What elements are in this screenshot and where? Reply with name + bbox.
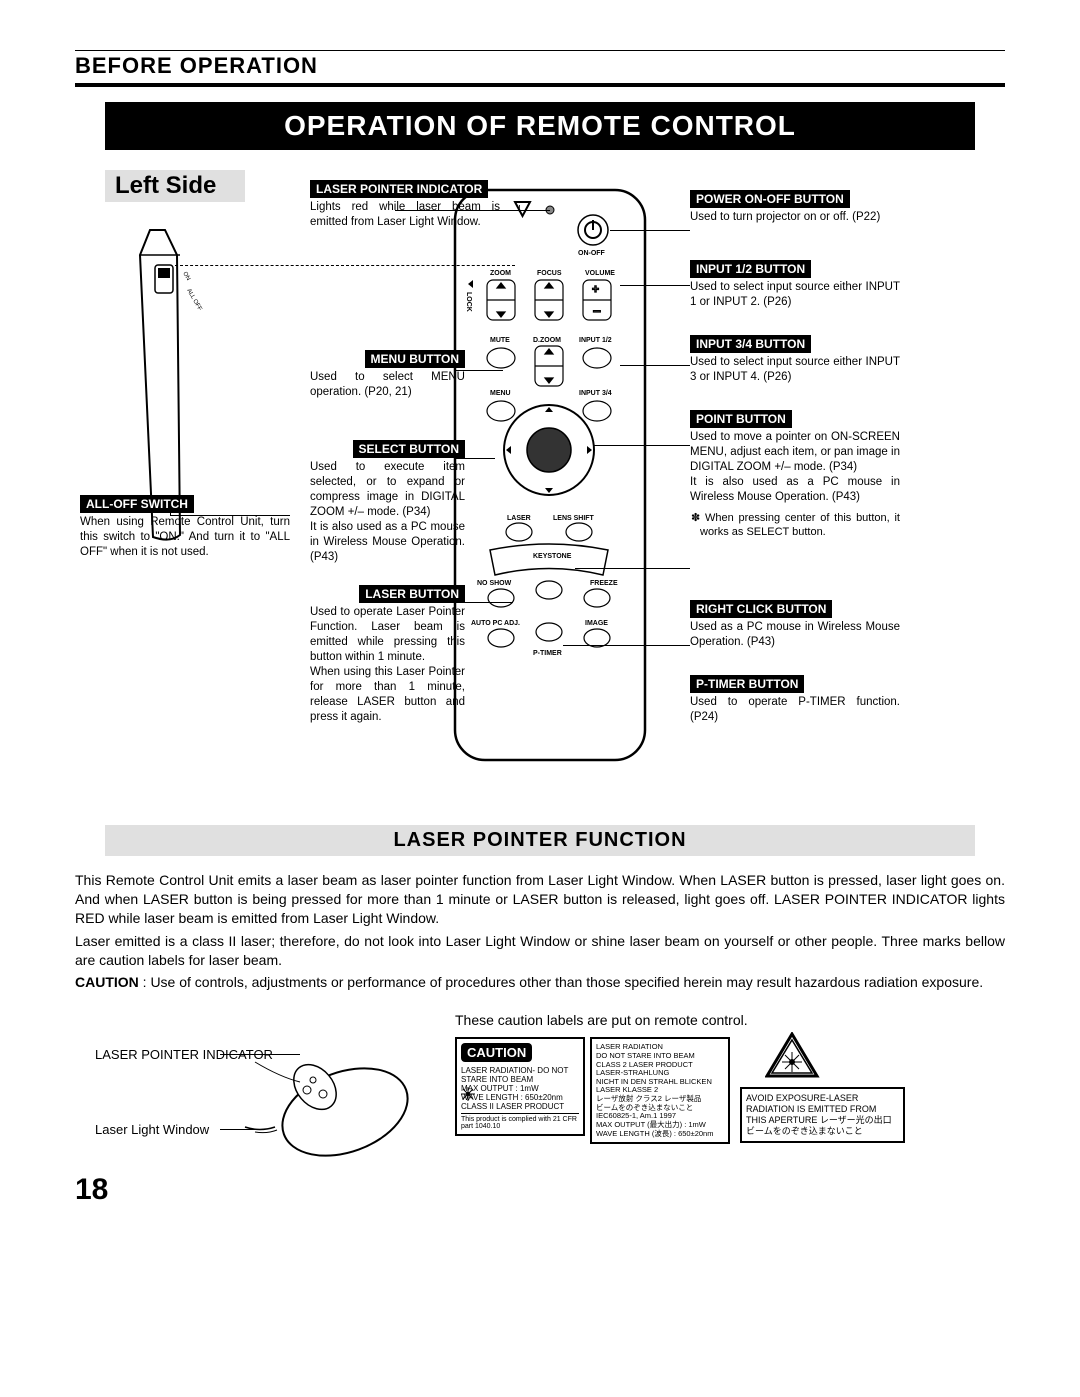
hand-illustration <box>225 1032 415 1172</box>
note-point: ✽ When pressing center of this button, i… <box>690 511 900 540</box>
callout-power: POWER ON-OFF BUTTON Used to turn project… <box>690 190 900 225</box>
laser-caution-line: CAUTION : Use of controls, adjustments o… <box>75 973 1005 992</box>
text-input34: Used to select input source either INPUT… <box>690 355 900 385</box>
text-all-off: When using Remote Control Unit, turn thi… <box>80 515 290 560</box>
svg-text:LOCK: LOCK <box>465 292 472 312</box>
starburst-icon <box>461 1087 475 1101</box>
label-select-button: SELECT BUTTON <box>353 440 465 458</box>
label-laser-button: LASER BUTTON <box>359 585 465 603</box>
callout-input12: INPUT 1/2 BUTTON Used to select input so… <box>690 260 900 310</box>
callout-all-off: ALL-OFF SWITCH When using Remote Control… <box>80 495 290 560</box>
caution-label-1: CAUTION LASER RADIATION- DO NOT STARE IN… <box>455 1037 585 1136</box>
callout-point: POINT BUTTON Used to move a pointer on O… <box>690 410 900 539</box>
text-point: Used to move a pointer on ON-SCREEN MENU… <box>690 430 900 505</box>
left-side-heading: Left Side <box>105 170 245 202</box>
svg-text:MUTE: MUTE <box>490 337 510 344</box>
label-llw: Laser Light Window <box>95 1122 209 1137</box>
bottom-area: These caution labels are put on remote c… <box>75 1012 1005 1192</box>
warning-triangle-icon <box>765 1032 820 1080</box>
svg-text:FOCUS: FOCUS <box>537 270 562 277</box>
svg-text:NO SHOW: NO SHOW <box>477 580 512 587</box>
label-point: POINT BUTTON <box>690 410 792 428</box>
svg-text:ON: ON <box>181 271 191 282</box>
text-menu-button: Used to select MENU operation. (P20, 21) <box>310 370 465 400</box>
section-header: BEFORE OPERATION <box>75 50 1005 87</box>
label-input12: INPUT 1/2 BUTTON <box>690 260 811 278</box>
caution-label-3: AVOID EXPOSURE-LASER RADIATION IS EMITTE… <box>740 1087 905 1142</box>
svg-text:INPUT 1/2: INPUT 1/2 <box>579 337 612 344</box>
text-ptimer: Used to operate P-TIMER function. (P24) <box>690 695 900 725</box>
page-title-bar: OPERATION OF REMOTE CONTROL <box>105 102 975 150</box>
label-laser-indicator: LASER POINTER INDICATOR <box>310 180 488 198</box>
svg-text:MENU: MENU <box>490 390 511 397</box>
label-ptimer: P-TIMER BUTTON <box>690 675 804 693</box>
caution-badge: CAUTION <box>461 1043 532 1062</box>
laser-para-2: Laser emitted is a class II laser; there… <box>75 932 1005 970</box>
svg-text:+: + <box>592 282 599 296</box>
svg-text:LASER: LASER <box>507 515 531 522</box>
callout-select-button: SELECT BUTTON Used to execute item selec… <box>310 440 465 565</box>
svg-text:KEYSTONE: KEYSTONE <box>533 553 572 560</box>
svg-text:D.ZOOM: D.ZOOM <box>533 337 561 344</box>
remote-front-illustration: ! ON-OFF ZOOM FOCUS VOLUME + – LOCK MUTE… <box>445 180 655 770</box>
callout-input34: INPUT 3/4 BUTTON Used to select input so… <box>690 335 900 385</box>
svg-text:VOLUME: VOLUME <box>585 270 615 277</box>
caution-label-2: LASER RADIATION DO NOT STARE INTO BEAM C… <box>590 1037 730 1144</box>
diagram-area: Left Side ON ALL OFF ! ON-OFF ZOOM FOCUS… <box>75 170 1005 800</box>
svg-text:ALL OFF: ALL OFF <box>185 288 202 312</box>
label-all-off: ALL-OFF SWITCH <box>80 495 194 513</box>
laser-para-1: This Remote Control Unit emits a laser b… <box>75 871 1005 928</box>
label-power: POWER ON-OFF BUTTON <box>690 190 850 208</box>
svg-text:–: – <box>593 302 601 318</box>
svg-text:FREEZE: FREEZE <box>590 580 618 587</box>
label-input34: INPUT 3/4 BUTTON <box>690 335 811 353</box>
svg-text:AUTO PC ADJ.: AUTO PC ADJ. <box>471 620 520 627</box>
text-laser-button: Used to operate Laser Pointer Function. … <box>310 605 465 725</box>
svg-text:IMAGE: IMAGE <box>585 620 608 627</box>
svg-text:INPUT 3/4: INPUT 3/4 <box>579 390 612 397</box>
page-number: 18 <box>75 1173 108 1207</box>
caution-label-1-body: LASER RADIATION- DO NOT STARE INTO BEAM … <box>461 1064 579 1114</box>
text-input12: Used to select input source either INPUT… <box>690 280 900 310</box>
label-menu-button: MENU BUTTON <box>365 350 465 368</box>
caution-label-1-foot: This product is complied with 21 CFR par… <box>461 1114 579 1130</box>
callout-ptimer: P-TIMER BUTTON Used to operate P-TIMER f… <box>690 675 900 725</box>
text-select-button: Used to execute item selected, or to exp… <box>310 460 465 565</box>
labels-note: These caution labels are put on remote c… <box>455 1012 748 1028</box>
svg-text:LENS SHIFT: LENS SHIFT <box>553 515 595 522</box>
callout-menu-button: MENU BUTTON Used to select MENU operatio… <box>310 350 465 400</box>
text-power: Used to turn projector on or off. (P22) <box>690 210 900 225</box>
svg-text:ON-OFF: ON-OFF <box>578 250 606 257</box>
text-right-click: Used as a PC mouse in Wireless Mouse Ope… <box>690 620 900 650</box>
callout-laser-button: LASER BUTTON Used to operate Laser Point… <box>310 585 465 725</box>
text-laser-indicator: Lights red while laser beam is emitted f… <box>310 200 500 230</box>
callout-right-click: RIGHT CLICK BUTTON Used as a PC mouse in… <box>690 600 900 650</box>
callout-laser-indicator: LASER POINTER INDICATOR Lights red while… <box>310 180 500 230</box>
svg-text:ZOOM: ZOOM <box>490 270 511 277</box>
laser-section-title: LASER POINTER FUNCTION <box>105 825 975 856</box>
svg-text:P-TIMER: P-TIMER <box>533 650 562 657</box>
label-right-click: RIGHT CLICK BUTTON <box>690 600 832 618</box>
